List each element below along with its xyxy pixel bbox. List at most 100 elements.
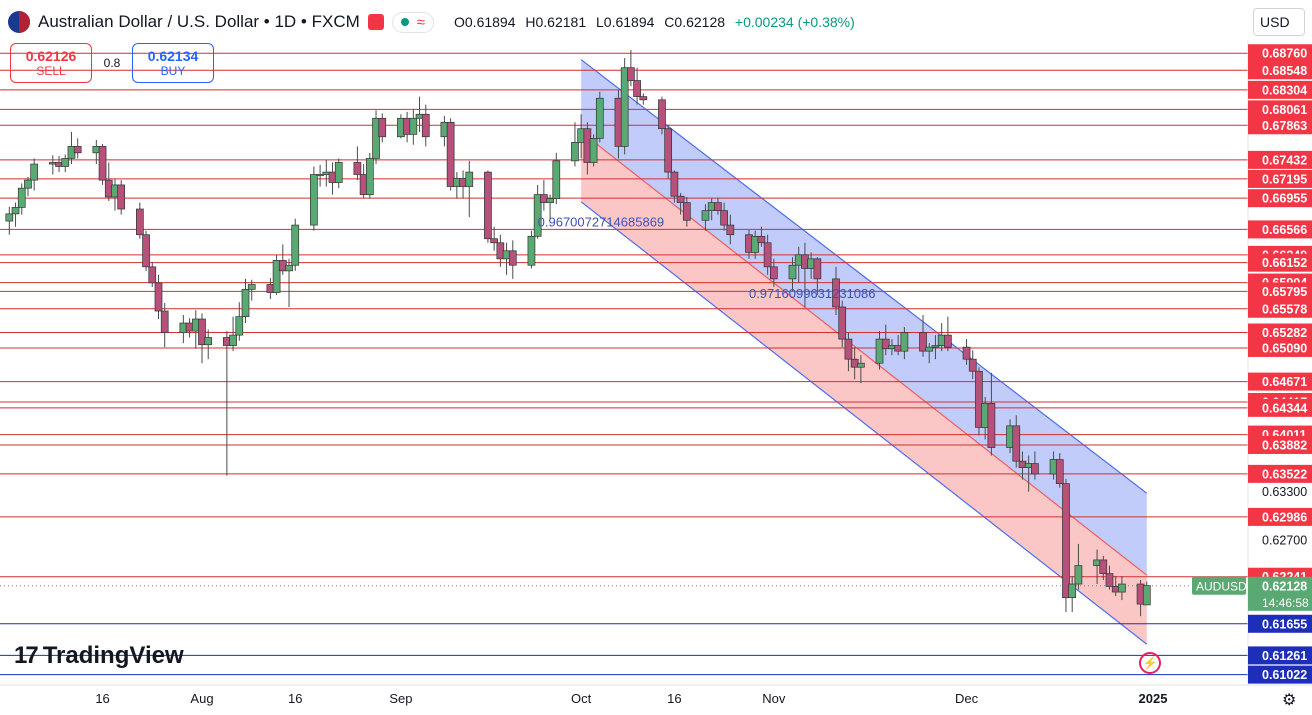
candle-body — [931, 345, 940, 348]
candle-body — [160, 310, 169, 334]
candle-body — [701, 210, 710, 221]
gear-icon[interactable]: ⚙ — [1282, 692, 1297, 709]
time-axis-label: 16 — [95, 691, 109, 706]
candle-body — [857, 362, 865, 368]
candle-body — [533, 194, 542, 237]
candle-body — [1031, 463, 1039, 475]
price-axis-label: 0.67195 — [1262, 172, 1307, 186]
price-axis-label: 0.66955 — [1262, 192, 1307, 206]
candle-body — [198, 318, 206, 346]
time-axis-label: 16 — [288, 691, 302, 706]
market-status-icon[interactable] — [367, 14, 384, 30]
candle-body — [30, 163, 39, 181]
candle-body — [627, 67, 635, 81]
wave-icon: ≈ — [416, 13, 425, 31]
candle-body — [620, 67, 629, 147]
ohlc-legend: O0.61894 H0.62181 L0.61894 C0.62128 +0.0… — [454, 14, 861, 30]
candle-body — [229, 334, 237, 346]
candle-body — [1118, 583, 1126, 593]
time-axis[interactable]: 16 Aug 16 Sep Oct 16 Nov Dec 2025 — [0, 684, 1312, 715]
candle-body — [919, 332, 927, 352]
candle-body — [552, 160, 561, 199]
price-axis-label-bg — [1248, 398, 1312, 417]
candle-body — [757, 235, 766, 244]
price-axis-label: 0.65282 — [1262, 326, 1307, 340]
candle-body — [975, 370, 983, 428]
tradingview-logo[interactable]: 17 TradingView — [14, 642, 184, 670]
spread-value: 0.8 — [103, 56, 121, 70]
fib-annotation-label: 0.9716099631231086 — [749, 286, 876, 301]
candle-body — [676, 195, 685, 203]
candle-body — [832, 278, 840, 308]
lightning-icon[interactable]: ⚡ — [1139, 652, 1161, 674]
candle-body — [490, 238, 498, 244]
candle-body — [61, 158, 70, 167]
candle-body — [664, 128, 673, 173]
candle-body — [73, 146, 82, 154]
currency-selector[interactable]: USD — [1253, 8, 1305, 36]
sell-button[interactable]: 0.62126 SELL — [10, 43, 92, 83]
price-axis-label: 0.61022 — [1262, 668, 1307, 682]
candle-body — [135, 208, 144, 236]
candle-body — [962, 346, 971, 360]
candle-body — [546, 198, 554, 203]
aud-usd-flag-icon — [8, 11, 30, 33]
indicators-pill[interactable]: ≈ — [391, 11, 434, 33]
price-axis-label: 0.66566 — [1262, 223, 1307, 237]
candlesticks — [5, 50, 1151, 617]
current-price-tag-bg — [1248, 576, 1312, 611]
price-axis-label-bg — [1248, 61, 1312, 80]
candle-body — [310, 174, 318, 226]
candle-body — [24, 179, 32, 189]
buy-button[interactable]: 0.62134 BUY — [132, 43, 214, 83]
symbol-tag-label: AUDUSD — [1196, 579, 1247, 593]
time-axis-label: Oct — [571, 691, 592, 706]
price-axis-label: 0.62986 — [1262, 510, 1307, 524]
candle-body — [484, 171, 492, 240]
price-axis-label-bg — [1248, 464, 1312, 483]
candle-body — [944, 334, 952, 348]
candle-body — [1062, 483, 1070, 599]
ohlc-open: O0.61894 — [454, 14, 516, 30]
ohlc-change: +0.00234 (+0.38%) — [734, 14, 855, 30]
candle-body — [241, 288, 250, 317]
price-axis-label-bg — [1248, 100, 1312, 119]
price-axis-label: 0.61655 — [1262, 617, 1307, 631]
candle-body — [11, 207, 20, 215]
time-axis-label: 2025 — [1139, 691, 1168, 706]
price-axis-label-bg — [1248, 614, 1312, 633]
candle-body — [881, 338, 890, 350]
horizontal-levels — [0, 52, 1248, 676]
chart-header: Australian Dollar / U.S. Dollar • 1D • F… — [8, 8, 861, 36]
time-axis-label: Nov — [762, 691, 786, 706]
candle-body — [527, 235, 536, 266]
time-axis-background — [0, 685, 1248, 715]
candle-body — [1055, 459, 1064, 485]
ohlc-low: L0.61894 — [596, 14, 655, 30]
candle-body — [372, 117, 380, 159]
symbol-title[interactable]: Australian Dollar / U.S. Dollar • 1D • F… — [38, 12, 360, 31]
candle-body — [875, 338, 884, 364]
price-axis-label: 0.62700 — [1262, 533, 1307, 547]
market-open-dot-icon — [400, 18, 409, 26]
candle-body — [589, 138, 598, 163]
candle-body — [365, 158, 374, 195]
price-axis-label: 0.68304 — [1262, 83, 1307, 97]
candle-body — [844, 338, 853, 360]
price-axis-label: 0.68061 — [1262, 103, 1307, 117]
price-axis-label: 0.64671 — [1262, 375, 1307, 389]
candle-body — [1012, 425, 1021, 462]
candle-body — [5, 213, 14, 222]
candle-body — [838, 306, 847, 340]
candle-body — [98, 146, 107, 181]
price-axis-label-bg — [1248, 220, 1312, 239]
time-axis-label: Dec — [955, 691, 979, 706]
candle-body — [714, 202, 722, 211]
sell-price: 0.62126 — [25, 48, 77, 64]
price-axis-label-bg — [1248, 189, 1312, 208]
price-axis-label: 0.63300 — [1262, 485, 1307, 499]
price-axis[interactable]: 0.68760 0.68548 0.68304 0.68061 0.67863 0.674… — [1192, 40, 1312, 685]
candle-body — [272, 260, 281, 293]
buy-price: 0.62134 — [147, 48, 199, 64]
